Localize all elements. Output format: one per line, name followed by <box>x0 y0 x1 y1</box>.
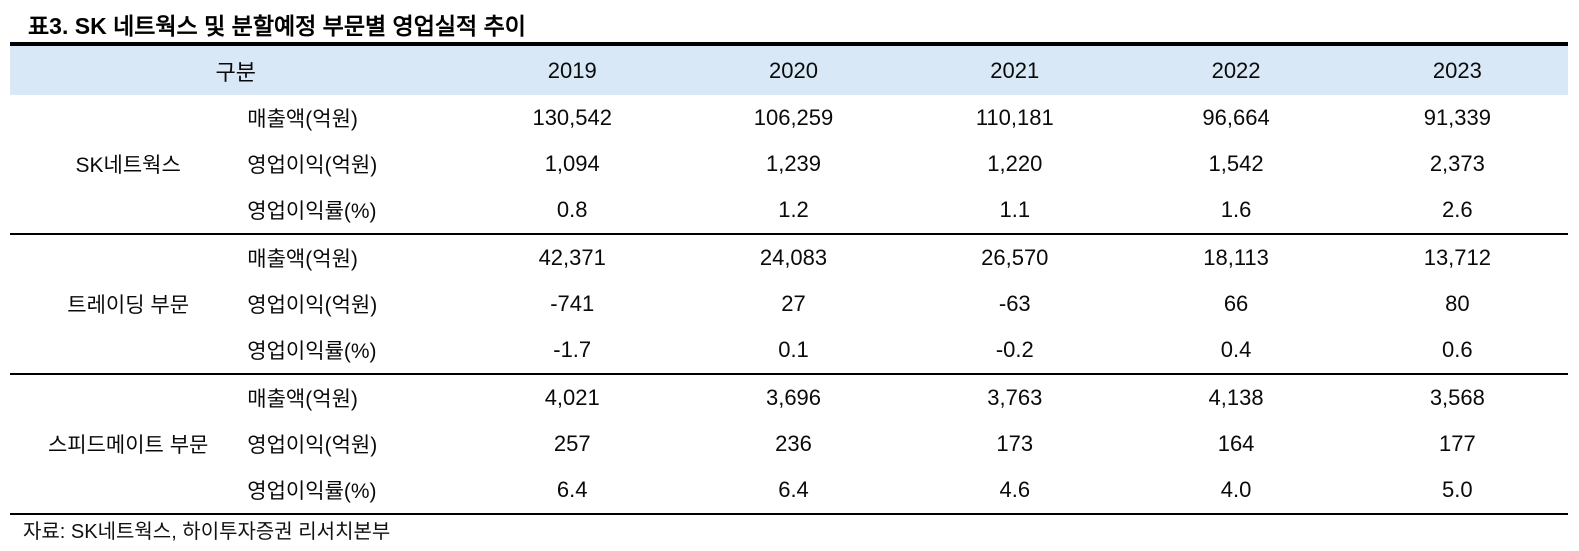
metric-label: 영업이익률(%) <box>247 340 377 363</box>
section-trading: 트레이딩 부문 매출액(억원) 42,371 24,083 26,570 18,… <box>10 234 1568 374</box>
cell-value: 6.4 <box>778 477 809 502</box>
cell-value: 257 <box>553 431 591 456</box>
table-row: 영업이익(억원) 257 236 173 164 177 <box>10 421 1568 467</box>
cell-value: 3,568 <box>1429 385 1485 410</box>
table-row: 트레이딩 부문 매출액(억원) 42,371 24,083 26,570 18,… <box>10 234 1568 317</box>
group-label-speedmate: 스피드메이트 부문 <box>47 434 209 457</box>
cell-value: 96,664 <box>1202 105 1270 130</box>
table-header: 구분 2019 2020 2021 2022 2023 <box>10 44 1568 95</box>
table-row: 영업이익률(%) -1.7 0.1 -0.2 0.4 0.6 <box>10 327 1568 374</box>
header-row: 구분 2019 2020 2021 2022 2023 <box>10 44 1568 95</box>
cell-value: 3,763 <box>987 385 1043 410</box>
cell-value: 1,239 <box>765 151 822 176</box>
cell-value: 1.6 <box>1220 197 1252 222</box>
cell-value: 236 <box>775 431 812 456</box>
table-row: 영업이익(억원) -741 27 -63 66 80 <box>10 281 1568 327</box>
header-year-2023: 2023 <box>1346 44 1568 95</box>
cell-value: 3,696 <box>765 385 822 410</box>
cell-value: 42,371 <box>538 245 606 270</box>
cell-value: 1.2 <box>778 197 809 222</box>
cell-value: 4,138 <box>1208 385 1264 410</box>
header-year-2020: 2020 <box>682 44 905 95</box>
cell-value: 5.0 <box>1442 477 1473 502</box>
cell-value: 0.6 <box>1442 337 1473 362</box>
cell-value: 1.1 <box>999 197 1031 222</box>
cell-value: 24,083 <box>759 245 828 270</box>
cell-value: 18,113 <box>1203 245 1269 270</box>
cell-value: -0.2 <box>995 337 1034 362</box>
cell-value: 0.1 <box>778 337 809 362</box>
cell-value: 1,542 <box>1208 151 1264 176</box>
table-row: 영업이익률(%) 0.8 1.2 1.1 1.6 2.6 <box>10 187 1568 234</box>
table-row: SK네트웍스 매출액(억원) 130,542 106,259 110,181 9… <box>10 95 1568 177</box>
header-year-2019: 2019 <box>461 44 683 95</box>
table-row: 영업이익(억원) 1,094 1,239 1,220 1,542 2,373 <box>10 141 1568 187</box>
cell-value: 2,373 <box>1429 151 1485 176</box>
cell-value: 4.0 <box>1220 477 1252 502</box>
metric-label: 매출액(억원) <box>247 248 358 271</box>
group-label-trading: 트레이딩 부문 <box>67 294 190 317</box>
metric-label: 영업이익(억원) <box>247 294 378 317</box>
cell-value: 13,712 <box>1423 245 1491 270</box>
metric-label: 영업이익률(%) <box>247 480 377 503</box>
header-year-2022: 2022 <box>1125 44 1347 95</box>
metric-label: 영업이익(억원) <box>247 434 378 457</box>
cell-value: 80 <box>1445 291 1470 316</box>
section-sk-networks: SK네트웍스 매출액(억원) 130,542 106,259 110,181 9… <box>10 95 1568 234</box>
cell-value: -63 <box>998 291 1031 316</box>
metric-label: 영업이익(억원) <box>247 154 378 177</box>
section-speedmate: 스피드메이트 부문 매출액(억원) 4,021 3,696 3,763 4,13… <box>10 374 1568 514</box>
cell-value: 91,339 <box>1423 105 1491 130</box>
cell-value: 110,181 <box>975 105 1054 130</box>
cell-value: 0.8 <box>556 197 588 222</box>
cell-value: 4,021 <box>544 385 600 410</box>
cell-value: 4.6 <box>999 477 1031 502</box>
header-year-2021: 2021 <box>904 44 1126 95</box>
table-row: 스피드메이트 부문 매출액(억원) 4,021 3,696 3,763 4,13… <box>10 374 1568 457</box>
performance-table: 구분 2019 2020 2021 2022 2023 SK네트웍스 매출액(억… <box>10 42 1568 515</box>
metric-label: 매출액(억원) <box>247 108 358 131</box>
cell-value: 177 <box>1438 431 1476 456</box>
cell-value: 27 <box>781 291 806 316</box>
cell-value: 66 <box>1223 291 1249 316</box>
cell-value: -741 <box>550 291 595 316</box>
segment-results-table: 구분 2019 2020 2021 2022 2023 SK네트웍스 매출액(억… <box>10 42 1568 515</box>
metric-label: 영업이익률(%) <box>247 200 377 223</box>
cell-value: 6.4 <box>556 477 588 502</box>
table-row: 영업이익률(%) 6.4 6.4 4.6 4.0 5.0 <box>10 467 1568 514</box>
metric-label: 매출액(억원) <box>247 388 358 411</box>
group-label-sk-networks: SK네트웍스 <box>75 154 181 177</box>
cell-value: 1,220 <box>987 151 1043 176</box>
cell-value: 2.6 <box>1442 197 1473 222</box>
source-note: 자료: SK네트웍스, 하이투자증권 리서치본부 <box>23 521 391 543</box>
cell-value: 26,570 <box>981 245 1049 270</box>
header-gubun: 구분 <box>10 44 462 95</box>
table-title: 표3. SK 네트웍스 및 분할예정 부문별 영업실적 추이 <box>28 13 526 39</box>
cell-value: -1.7 <box>553 337 592 362</box>
cell-value: 173 <box>996 431 1034 456</box>
cell-value: 130,542 <box>532 105 612 130</box>
cell-value: 0.4 <box>1220 337 1252 362</box>
cell-value: 164 <box>1217 431 1255 456</box>
cell-value: 1,094 <box>544 151 600 176</box>
cell-value: 106,259 <box>753 105 834 130</box>
